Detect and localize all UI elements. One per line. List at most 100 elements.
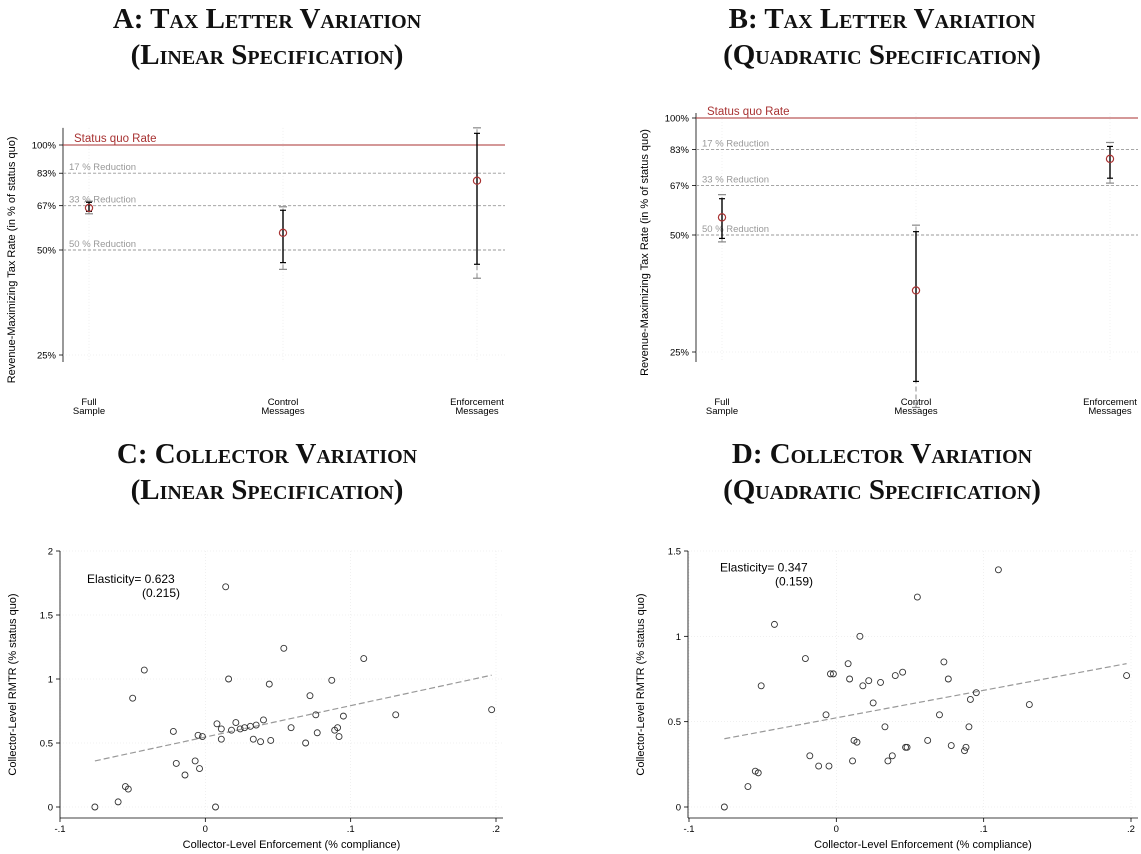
data-point (488, 706, 496, 714)
y-axis-title: Collector-Level RMTR (% status quo) (635, 593, 647, 775)
data-point (196, 765, 203, 773)
x-tick-label: Messages (1088, 406, 1132, 417)
x-tick-label: .1 (980, 824, 988, 835)
y-tick-label: 25% (37, 351, 57, 362)
data-point (965, 723, 973, 731)
point-estimate (472, 176, 482, 185)
x-tick-label: Messages (261, 406, 305, 417)
data-point (844, 660, 852, 668)
elasticity-se-label: (0.159) (775, 574, 813, 588)
data-point (339, 712, 347, 720)
data-point (1123, 672, 1131, 680)
status-quo-label: Status quo Rate (74, 133, 156, 145)
data-point (392, 711, 400, 719)
data-point (884, 757, 892, 765)
data-point (849, 757, 856, 765)
data-point (826, 670, 834, 678)
data-point (267, 736, 275, 744)
data-point (806, 752, 814, 760)
data-point (360, 655, 368, 662)
data-point (129, 694, 137, 702)
data-point (334, 724, 342, 732)
data-point (217, 735, 225, 743)
x-tick-label: Sample (73, 406, 105, 417)
data-point (962, 743, 970, 751)
elasticity-se-label: (0.215) (142, 586, 180, 600)
panel-d-title: D: Collector Variation (Quadratic Specif… (622, 436, 1141, 508)
y-tick-label: 0.5 (668, 717, 681, 728)
point-estimate (84, 203, 94, 213)
data-point (236, 725, 244, 733)
data-point (222, 583, 230, 591)
panel-b-title: B: Tax Letter Variation (Quadratic Speci… (622, 1, 1141, 73)
data-point (888, 752, 896, 760)
y-axis-title: Revenue-Maximizing Tax Rate (in % of sta… (639, 129, 651, 376)
y-tick-label: 1.5 (668, 547, 681, 558)
data-point (257, 738, 265, 746)
y-tick-label: 67% (37, 201, 57, 212)
data-point (252, 721, 260, 729)
data-point (869, 699, 877, 707)
data-point (966, 696, 974, 703)
data-point (302, 739, 310, 747)
data-point (771, 620, 778, 628)
data-point (260, 716, 267, 724)
data-point (140, 666, 148, 674)
data-point (287, 724, 295, 732)
y-tick-label: 1.5 (40, 611, 53, 622)
y-tick-label: 25% (670, 348, 690, 359)
y-tick-label: 0 (676, 803, 681, 814)
data-point (913, 593, 921, 601)
point-estimate (911, 286, 921, 295)
point-estimate (717, 213, 727, 222)
data-point (881, 723, 889, 731)
y-tick-label: 83% (670, 145, 690, 156)
y-tick-label: 1 (676, 632, 681, 643)
y-tick-label: 67% (670, 181, 690, 192)
reference-line-label: 50 % Reduction (69, 239, 136, 250)
data-point (249, 735, 257, 743)
data-point (815, 762, 823, 770)
reference-line-label: 33 % Reduction (69, 195, 136, 206)
data-point (265, 680, 273, 688)
x-tick-label: .2 (1127, 824, 1135, 835)
data-point (169, 728, 177, 735)
elasticity-label: Elasticity= 0.623 (87, 572, 175, 586)
x-tick-label: 0 (203, 824, 208, 835)
x-tick-label: Enforcement (450, 397, 504, 408)
data-point (801, 655, 809, 662)
data-point (754, 769, 762, 777)
reference-line-label: 33 % Reduction (702, 175, 769, 186)
y-axis-title: Revenue-Maximizing Tax Rate (in % of sta… (6, 137, 18, 384)
data-point (328, 676, 336, 684)
x-tick-label: Full (81, 397, 96, 408)
x-axis-title: Collector-Level Enforcement (% complianc… (183, 839, 401, 851)
panel-c-title-line2: (Linear Specification) (130, 474, 404, 506)
y-axis-title: Collector-Level RMTR (% status quo) (7, 593, 19, 775)
data-point (924, 736, 932, 744)
x-tick-label: 0 (834, 824, 839, 835)
data-point (936, 711, 943, 719)
data-point (194, 731, 202, 739)
data-point (961, 747, 968, 755)
data-point (124, 785, 132, 793)
data-point (246, 722, 254, 730)
status-quo-label: Status quo Rate (707, 106, 789, 118)
x-tick-label: Sample (706, 406, 738, 417)
panel-d-title-line2: (Quadratic Specification) (723, 474, 1041, 506)
panel-a-title-line2: (Linear Specification) (130, 39, 404, 71)
x-tick-label: Control (268, 397, 299, 408)
data-point (947, 742, 955, 750)
data-point (853, 738, 861, 746)
data-point (91, 803, 99, 811)
x-tick-label: -.1 (54, 824, 65, 835)
data-point (225, 675, 233, 683)
data-point (944, 675, 952, 683)
data-point (859, 682, 867, 690)
fitted-line (94, 674, 492, 762)
data-point (1025, 701, 1033, 709)
reference-line-label: 17 % Reduction (702, 138, 769, 149)
panel-c-title: C: Collector Variation (Linear Specifica… (7, 436, 527, 508)
